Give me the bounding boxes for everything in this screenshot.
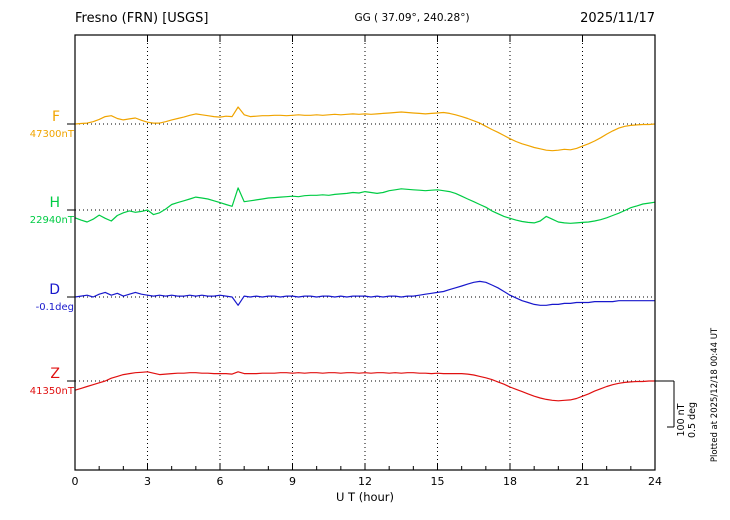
series-label-D: D: [49, 282, 60, 298]
x-tick-label: 6: [217, 475, 224, 488]
x-tick-label: 24: [648, 475, 662, 488]
series-baseline-D: -0.1deg: [36, 302, 74, 313]
x-tick-label: 18: [503, 475, 517, 488]
plotted-at-note: Plotted at 2025/12/18 00:44 UT: [710, 327, 720, 462]
trace-H: [74, 187, 656, 224]
series-label-Z: Z: [50, 366, 60, 382]
series-baseline-Z: 41350nT: [30, 386, 75, 397]
plot-frame: [74, 34, 656, 471]
scale-label-nt: 100 nT: [676, 403, 687, 436]
scale-label-deg: 0.5 deg: [687, 402, 698, 438]
series-baseline-F: 47300nT: [30, 129, 75, 140]
station-coords: GG ( 37.09°, 240.28°): [354, 12, 469, 24]
x-tick-label: 0: [72, 475, 79, 488]
x-tick-label: 15: [431, 475, 445, 488]
trace-F: [74, 106, 656, 152]
x-tick-label: 3: [144, 475, 151, 488]
x-tick-label: 9: [289, 475, 296, 488]
plot-date: 2025/11/17: [580, 11, 655, 26]
series-baseline-H: 22940nT: [30, 215, 75, 226]
x-tick-label: 12: [358, 475, 372, 488]
x-tick-label: 21: [576, 475, 590, 488]
trace-D: [74, 280, 655, 306]
trace-Z: [74, 371, 655, 402]
station-title: Fresno (FRN) [USGS]: [75, 11, 208, 26]
series-label-H: H: [49, 195, 60, 211]
series-label-F: F: [52, 109, 60, 125]
chart-layer: 0 3 6 9 12 15 18 21 24: [67, 34, 675, 488]
x-axis-label: U T (hour): [336, 490, 394, 504]
